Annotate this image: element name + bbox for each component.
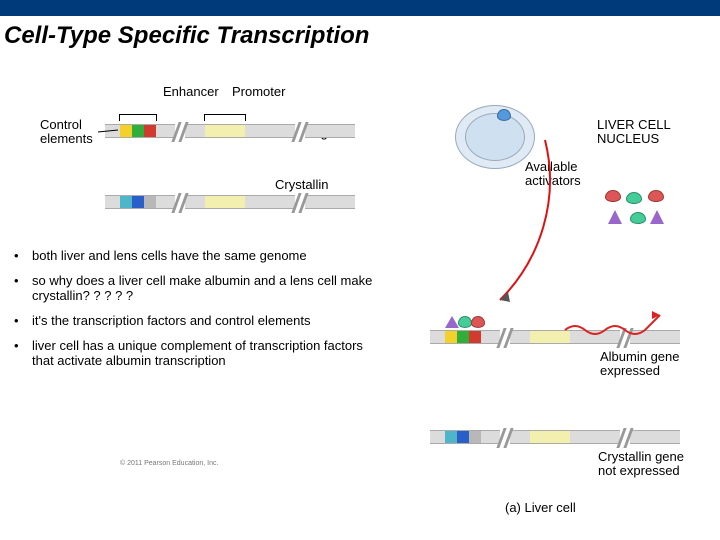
panel-caption-a: (a) Liver cell [505, 500, 576, 515]
title-bar [0, 0, 720, 16]
label-available-activators: Available activators [525, 160, 581, 189]
bullet-item: liver cell has a unique complement of tr… [14, 338, 374, 368]
bullet-item: both liver and lens cells have the same … [14, 248, 374, 263]
label-albumin-expressed: Albumin gene expressed [600, 350, 680, 379]
label-control-elements: Control elements [40, 118, 93, 147]
label-promoter: Promoter [232, 85, 285, 99]
label-liver-nucleus: LIVER CELL NUCLEUS [597, 118, 671, 147]
bullet-list: both liver and lens cells have the same … [14, 248, 374, 378]
label-enhancer: Enhancer [163, 85, 219, 99]
bullet-item: so why does a liver cell make albumin an… [14, 273, 374, 303]
page-title: Cell-Type Specific Transcription [0, 16, 720, 58]
bullet-item: it's the transcription factors and contr… [14, 313, 374, 328]
label-crystallin-notexpr: Crystallin gene not expressed [598, 450, 684, 479]
copyright-text: © 2011 Pearson Education, Inc. [120, 460, 218, 467]
